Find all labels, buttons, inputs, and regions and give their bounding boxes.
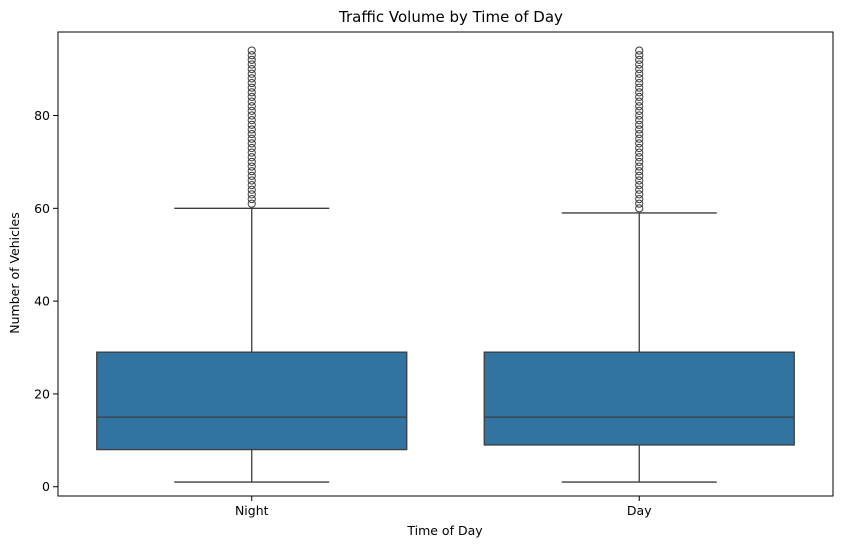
box-iqr bbox=[483, 351, 795, 446]
outlier-point bbox=[247, 139, 256, 148]
outlier-point bbox=[247, 88, 256, 97]
outlier-point bbox=[635, 51, 644, 60]
outlier-point bbox=[635, 102, 644, 111]
outlier-point bbox=[635, 74, 644, 83]
outlier-point bbox=[247, 194, 256, 204]
outlier-point bbox=[635, 106, 644, 115]
outlier-point bbox=[635, 92, 644, 102]
outlier-point bbox=[247, 97, 256, 106]
outlier-point bbox=[635, 194, 644, 204]
outlier-point bbox=[247, 190, 256, 199]
outlier-point bbox=[247, 148, 256, 157]
outlier-point bbox=[635, 97, 644, 106]
outlier-point bbox=[635, 125, 644, 134]
outlier-point bbox=[247, 83, 256, 92]
y-tick-label: 60 bbox=[34, 201, 50, 216]
y-tick-label: 40 bbox=[34, 294, 50, 309]
outlier-point bbox=[247, 69, 256, 78]
outlier-point bbox=[247, 171, 256, 180]
outlier-point bbox=[247, 176, 256, 185]
outlier-point bbox=[635, 157, 644, 167]
outlier-point bbox=[635, 185, 644, 194]
outlier-point bbox=[247, 78, 256, 88]
outlier-point bbox=[247, 134, 256, 143]
outlier-point bbox=[247, 65, 256, 74]
outlier-point bbox=[635, 69, 644, 78]
outlier-point bbox=[635, 148, 644, 157]
outlier-point bbox=[247, 92, 256, 102]
outlier-point bbox=[635, 111, 644, 120]
outlier-point bbox=[635, 88, 644, 97]
plot-frame bbox=[57, 31, 834, 497]
outlier-point bbox=[247, 51, 256, 60]
outlier-point bbox=[635, 167, 644, 176]
box-iqr bbox=[96, 351, 408, 451]
outlier-point bbox=[635, 116, 644, 125]
outlier-point bbox=[247, 167, 256, 176]
y-axis-label: Number of Vehicles bbox=[7, 212, 22, 333]
y-tick-label: 0 bbox=[42, 479, 50, 494]
outlier-point bbox=[247, 181, 256, 190]
outlier-point bbox=[635, 204, 644, 213]
outlier-point bbox=[247, 153, 256, 162]
chart-title: Traffic Volume by Time of Day bbox=[338, 8, 563, 26]
x-tick-label: Day bbox=[627, 503, 652, 518]
outlier-point bbox=[635, 199, 644, 208]
outlier-point bbox=[635, 60, 644, 69]
outlier-point bbox=[635, 181, 644, 190]
outlier-point bbox=[247, 74, 256, 83]
outlier-point bbox=[247, 157, 256, 167]
outlier-point bbox=[635, 65, 644, 74]
outlier-point bbox=[635, 162, 644, 171]
outlier-point bbox=[635, 176, 644, 185]
outlier-point bbox=[247, 120, 256, 129]
outlier-point bbox=[635, 46, 644, 55]
y-tick-label: 20 bbox=[34, 386, 50, 401]
outlier-point bbox=[635, 78, 644, 88]
plot-area: 0 20 40 60 80 Night Day bbox=[34, 46, 795, 518]
outlier-point bbox=[635, 171, 644, 180]
outlier-point bbox=[247, 111, 256, 120]
x-axis-label: Time of Day bbox=[406, 523, 483, 538]
outlier-point bbox=[635, 153, 644, 162]
outlier-point bbox=[247, 199, 256, 208]
outlier-point bbox=[247, 116, 256, 125]
outlier-point bbox=[635, 120, 644, 129]
outlier-point bbox=[635, 83, 644, 92]
outlier-point bbox=[247, 60, 256, 69]
outlier-point bbox=[635, 139, 644, 148]
y-tick-label: 80 bbox=[34, 108, 50, 123]
outlier-point bbox=[247, 55, 256, 64]
outlier-point bbox=[635, 55, 644, 64]
outlier-point bbox=[247, 185, 256, 194]
outlier-point bbox=[635, 129, 644, 139]
outlier-point bbox=[247, 125, 256, 134]
outlier-point bbox=[247, 102, 256, 111]
outlier-point bbox=[247, 143, 256, 153]
x-tick-label: Night bbox=[235, 503, 269, 518]
outlier-point bbox=[635, 190, 644, 199]
outlier-point bbox=[247, 46, 256, 55]
outlier-point bbox=[635, 134, 644, 143]
outlier-point bbox=[247, 106, 256, 115]
outlier-point bbox=[635, 143, 644, 153]
outlier-point bbox=[247, 129, 256, 139]
outlier-point bbox=[247, 162, 256, 171]
